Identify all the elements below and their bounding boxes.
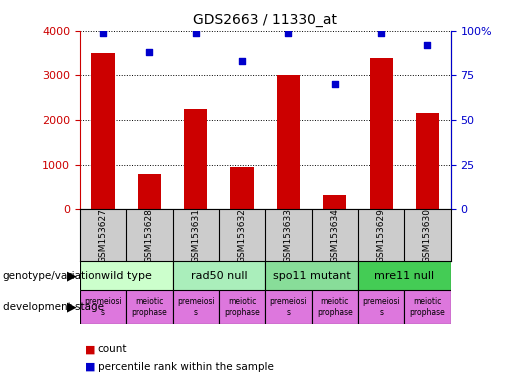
- Text: genotype/variation: genotype/variation: [3, 270, 101, 281]
- Bar: [323, 195, 346, 209]
- Point: [284, 30, 293, 36]
- Text: wild type: wild type: [101, 270, 151, 281]
- Bar: [312, 290, 358, 324]
- Text: mre11 null: mre11 null: [374, 270, 434, 281]
- Text: rad50 null: rad50 null: [191, 270, 247, 281]
- Title: GDS2663 / 11330_at: GDS2663 / 11330_at: [193, 13, 337, 27]
- Text: percentile rank within the sample: percentile rank within the sample: [98, 362, 274, 372]
- Text: GSM153633: GSM153633: [284, 208, 293, 263]
- Text: premeiosi
s: premeiosi s: [177, 298, 215, 317]
- Bar: [138, 174, 161, 209]
- Bar: [184, 109, 207, 209]
- Text: premeiosi
s: premeiosi s: [269, 298, 307, 317]
- Text: count: count: [98, 344, 127, 354]
- Text: meiotic
prophase: meiotic prophase: [409, 298, 445, 317]
- Bar: [277, 75, 300, 209]
- Bar: [80, 261, 173, 290]
- Text: GSM153627: GSM153627: [98, 208, 108, 263]
- Text: premeiosi
s: premeiosi s: [362, 298, 400, 317]
- Text: GSM153628: GSM153628: [145, 208, 154, 263]
- Text: meiotic
prophase: meiotic prophase: [317, 298, 353, 317]
- Text: GSM153630: GSM153630: [423, 208, 432, 263]
- Bar: [231, 167, 253, 209]
- Point: [423, 42, 432, 48]
- Text: ■: ■: [85, 362, 95, 372]
- Point: [238, 58, 246, 64]
- Text: GSM153632: GSM153632: [237, 208, 247, 263]
- Bar: [369, 58, 392, 209]
- Text: meiotic
prophase: meiotic prophase: [131, 298, 167, 317]
- Bar: [416, 113, 439, 209]
- Text: ▶: ▶: [66, 301, 76, 314]
- Point: [145, 49, 153, 55]
- Text: ■: ■: [85, 344, 95, 354]
- Point: [99, 30, 107, 36]
- Text: GSM153629: GSM153629: [376, 208, 386, 263]
- Bar: [265, 261, 358, 290]
- Bar: [265, 290, 312, 324]
- Text: spo11 mutant: spo11 mutant: [273, 270, 350, 281]
- Point: [377, 30, 385, 36]
- Bar: [173, 261, 265, 290]
- Bar: [126, 290, 173, 324]
- Text: GSM153634: GSM153634: [330, 208, 339, 263]
- Text: development stage: development stage: [3, 302, 104, 312]
- Bar: [219, 290, 265, 324]
- Bar: [173, 290, 219, 324]
- Text: ▶: ▶: [66, 269, 76, 282]
- Text: meiotic
prophase: meiotic prophase: [224, 298, 260, 317]
- Text: premeiosi
s: premeiosi s: [84, 298, 122, 317]
- Text: GSM153631: GSM153631: [191, 208, 200, 263]
- Point: [192, 30, 200, 36]
- Bar: [358, 290, 404, 324]
- Bar: [92, 53, 114, 209]
- Bar: [358, 261, 451, 290]
- Bar: [80, 290, 126, 324]
- Bar: [404, 290, 451, 324]
- Point: [331, 81, 339, 88]
